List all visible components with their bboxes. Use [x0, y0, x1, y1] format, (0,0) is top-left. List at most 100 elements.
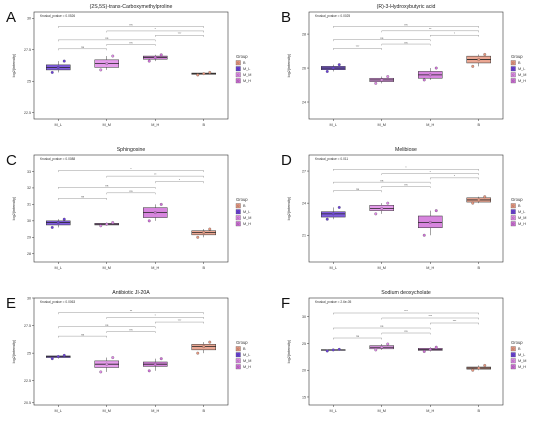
data-point [111, 54, 115, 58]
box-b [466, 53, 491, 68]
data-point [105, 362, 109, 366]
legend-entry: M_H [518, 222, 526, 226]
legend-swatch-dot [237, 61, 240, 64]
y-tick-label: 21 [302, 234, 306, 238]
significance-label: * [430, 170, 432, 174]
legend-title: Group [511, 197, 523, 202]
panel-title: (R)-3-Hydroxybutyric acid [377, 4, 436, 10]
data-point [422, 78, 426, 82]
chart-panel-e: E Antibiotic JI-20A Kruskal_pvalue = 0.006… [6, 290, 251, 413]
legend-entry: M_M [518, 216, 526, 220]
data-point [483, 195, 487, 199]
data-point [325, 69, 329, 73]
legend-swatch-dot [512, 61, 515, 64]
legend: Group B M_L M_M M_H [510, 197, 526, 227]
chart-panel-d: D Melibiose Kruskal_pvalue = 0.011 21 24 27 lo… [281, 147, 526, 270]
legend-entry: B [518, 204, 521, 208]
x-tick-label: M_M [378, 409, 386, 413]
legend-title: Group [236, 340, 248, 345]
significance-label: ns [105, 323, 109, 327]
y-tick-label: 24 [302, 100, 306, 104]
data-point [99, 370, 103, 374]
data-point [111, 221, 115, 224]
significance-label: ns [356, 187, 360, 191]
significance-label: ns [81, 195, 85, 199]
significance-bracket: ns [333, 334, 382, 340]
legend-swatch-dot [512, 79, 515, 82]
data-point [477, 198, 481, 202]
legend-entry: M_H [243, 365, 251, 369]
panel-letter: D [281, 152, 292, 169]
legend-swatch-dot [512, 204, 515, 207]
kruskal-pvalue: Kruskal_pvalue = 2.6e-05 [315, 300, 351, 304]
legend-swatch-dot [512, 353, 515, 356]
significance-label: * [454, 31, 456, 35]
significance-bracket: * [106, 314, 204, 319]
legend: Group B M_L M_M M_H [235, 197, 251, 227]
x-tick-label: M_L [330, 409, 337, 413]
data-point [477, 366, 481, 370]
y-axis-label: log2(intensity) [12, 53, 16, 77]
y-tick-label: 27.5 [24, 48, 31, 52]
y-axis-label: log2(intensity) [287, 53, 291, 77]
y-tick-label: 30 [302, 315, 306, 319]
data-point [159, 357, 163, 361]
data-point [99, 224, 103, 228]
significance-label: *** [356, 45, 360, 49]
significance-label: ns [380, 178, 384, 182]
box-m-h [418, 209, 443, 237]
data-point [434, 345, 438, 349]
plot-frame [308, 154, 504, 263]
x-tick-label: B [202, 266, 205, 270]
data-point [153, 362, 157, 366]
significance-bracket: *** [333, 309, 479, 315]
legend-entry: B [243, 204, 246, 208]
kruskal-pvalue: Kruskal_pvalue = 0.0526 [40, 14, 75, 18]
significance-label: ns [81, 332, 85, 336]
significance-label: ns [404, 23, 408, 27]
significance-label: ns [356, 334, 360, 338]
box-b [191, 227, 216, 239]
plot-frame [33, 154, 229, 263]
significance-bracket: ns [58, 23, 204, 28]
data-point [153, 211, 157, 215]
data-point [331, 66, 335, 70]
data-point [56, 355, 60, 358]
box-m-l [321, 347, 346, 353]
significance-label: *** [404, 309, 408, 313]
significance-label: * [405, 165, 407, 169]
y-tick-label: 29 [27, 236, 31, 240]
significance-label: ns [380, 36, 384, 40]
significance-bracket: ns [58, 45, 107, 51]
panel-title: Melibiose [395, 147, 417, 153]
x-tick-label: M_H [426, 266, 434, 270]
legend-entry: M_M [518, 73, 526, 77]
data-point [147, 369, 151, 373]
legend-entry: B [243, 61, 246, 65]
significance-bracket: * [106, 27, 204, 33]
legend-entry: M_L [243, 67, 250, 71]
legend-swatch-dot [237, 216, 240, 219]
data-point [471, 64, 475, 68]
legend-swatch-dot [512, 210, 515, 213]
box-m-l [46, 353, 71, 361]
data-point [386, 75, 390, 78]
significance-bracket: ns [333, 187, 382, 193]
data-point [386, 342, 390, 346]
significance-label: ** [429, 27, 432, 31]
y-tick-label: 30 [27, 296, 31, 300]
x-tick-label: B [202, 123, 205, 127]
plot-frame [308, 11, 504, 120]
significance-bracket: *** [381, 314, 479, 320]
data-point [380, 345, 384, 349]
x-tick-label: M_H [151, 409, 159, 413]
legend-entry: M_L [518, 210, 525, 214]
legend-swatch-dot [237, 73, 240, 76]
data-point [62, 59, 66, 63]
significance-label: *** [428, 314, 432, 318]
data-point [380, 78, 384, 82]
data-point [325, 349, 329, 353]
legend-swatch-dot [512, 365, 515, 368]
